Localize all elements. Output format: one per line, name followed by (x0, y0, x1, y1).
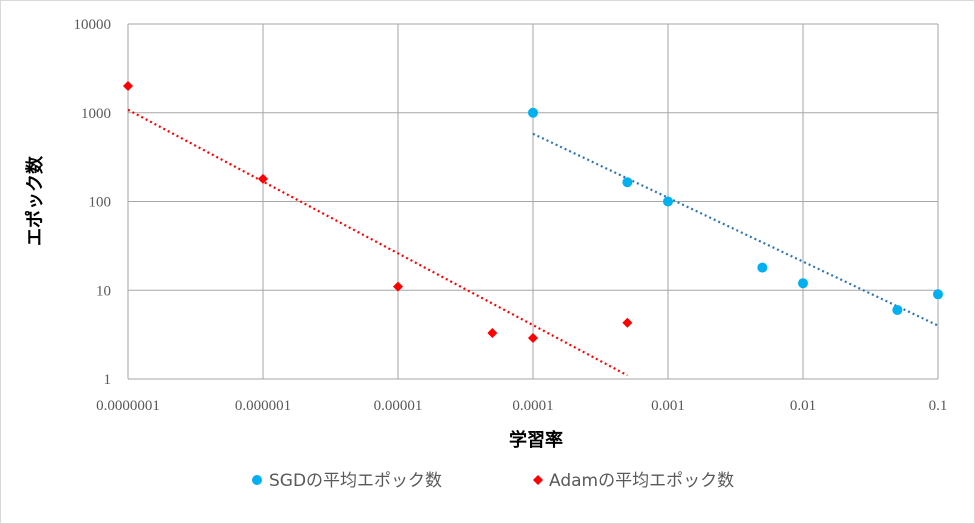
sgd-point (622, 177, 633, 188)
legend-marker-circle (252, 475, 262, 485)
gridlines (127, 23, 939, 380)
adam-point (258, 173, 268, 184)
x-tick-label: 0.0001 (512, 398, 553, 414)
x-tick-label: 0.1 (929, 398, 948, 414)
y-axis-title: エポック数 (24, 155, 46, 246)
adam-point (487, 327, 498, 338)
x-tick-label: 0.0000001 (96, 398, 160, 414)
trendline-adam (127, 108, 628, 377)
y-tick-label: 100 (89, 195, 112, 211)
legend-item-sgd: SGDの平均エポック数 (252, 471, 442, 491)
data-points (123, 81, 943, 343)
adam-point (528, 332, 538, 343)
legend-label-adam: Adamの平均エポック数 (549, 471, 734, 491)
legend-marker-diamond (533, 475, 543, 485)
y-tick-label: 1000 (81, 106, 111, 122)
sgd-point (892, 304, 903, 315)
sgd-point (663, 196, 673, 207)
y-tick-label: 10 (96, 283, 111, 299)
legend-label-sgd: SGDの平均エポック数 (269, 471, 442, 491)
x-tick-label: 0.01 (790, 398, 816, 414)
y-tick-label: 1 (104, 372, 112, 388)
x-tick-label: 0.00001 (374, 398, 423, 414)
sgd-point (757, 262, 768, 273)
tick-labels: 0.0000001 0.000001 0.00001 0.0001 0.001 0.01 0… (74, 17, 948, 414)
adam-point (123, 81, 133, 92)
x-axis-title: 学習率 (509, 429, 563, 451)
x-tick-label: 0.000001 (235, 398, 291, 414)
trendline-sgd (532, 132, 939, 327)
sgd-point (933, 289, 943, 300)
adam-point (622, 317, 633, 328)
sgd-point (528, 107, 538, 118)
adam-point (393, 281, 403, 292)
y-tick-label: 10000 (74, 17, 112, 33)
x-tick-label: 0.001 (651, 398, 685, 414)
legend: SGDの平均エポック数 Adamの平均エポック数 (252, 471, 734, 491)
sgd-point (798, 278, 808, 289)
legend-item-adam: Adamの平均エポック数 (533, 471, 734, 491)
trendlines (127, 108, 939, 377)
